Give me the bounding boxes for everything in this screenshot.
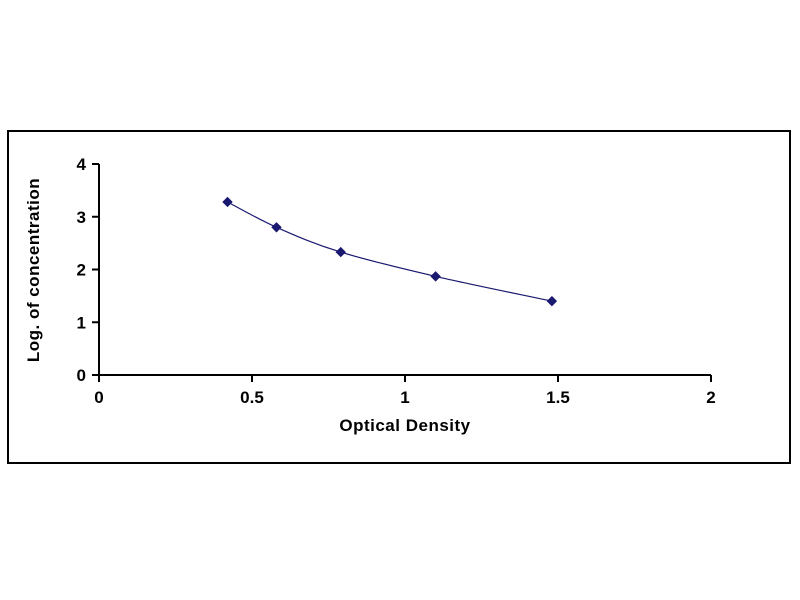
data-point-marker bbox=[335, 246, 346, 258]
x-axis-label: Optical Density bbox=[339, 416, 470, 435]
x-tick-label: 1.5 bbox=[546, 388, 570, 407]
y-tick-label: 4 bbox=[77, 155, 87, 174]
y-tick-label: 1 bbox=[77, 313, 86, 332]
tick-marks bbox=[92, 163, 712, 382]
data-point-marker bbox=[546, 295, 558, 307]
data-series bbox=[222, 196, 558, 307]
chart-panel: 0 0.5 1 1.5 2 0 1 2 3 4 Optical Density Log. of c… bbox=[7, 130, 791, 464]
x-tick-label: 0 bbox=[94, 388, 103, 407]
y-tick-label: 0 bbox=[77, 366, 86, 385]
x-tick-label: 0.5 bbox=[240, 388, 264, 407]
y-tick-label: 2 bbox=[77, 261, 86, 280]
series-line bbox=[227, 201, 553, 302]
y-axis-label: Log. of concentration bbox=[24, 178, 43, 362]
data-point-marker bbox=[271, 222, 282, 233]
x-tick-label: 2 bbox=[706, 388, 715, 407]
x-tick-label: 1 bbox=[400, 388, 409, 407]
tick-labels: 0 0.5 1 1.5 2 0 1 2 3 4 bbox=[77, 155, 716, 407]
data-point-marker bbox=[222, 196, 233, 208]
data-point-marker bbox=[430, 271, 441, 282]
y-tick-label: 3 bbox=[77, 208, 86, 227]
standard-curve-chart: 0 0.5 1 1.5 2 0 1 2 3 4 Optical Density Log. of c… bbox=[24, 155, 716, 435]
